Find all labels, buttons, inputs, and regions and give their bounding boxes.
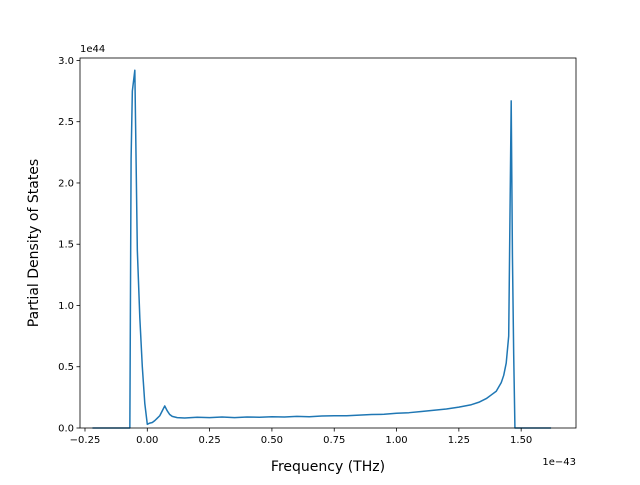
y-tick-label: 2.0 [58,178,74,189]
y-tick-label: 0.5 [58,362,74,373]
series-line-0 [92,69,552,429]
x-tick-label: 0.25 [198,435,220,446]
y-tick-label: 0.0 [58,424,74,435]
y-tick-label: 1.0 [58,301,74,312]
y-tick-label: 2.5 [58,117,74,128]
x-axis-label: Frequency (THz) [271,459,385,475]
x-tick-label: 1.00 [385,435,407,446]
y-axis-label: Partial Density of States [26,159,42,327]
x-tick-label: 1.50 [510,435,532,446]
x-axis-offset-label: 1e−43 [542,457,576,468]
y-tick-label: 1.5 [58,240,74,251]
x-tick-label: −0.25 [70,435,101,446]
x-tick-label: 1.25 [448,435,470,446]
x-tick-label: 0.00 [136,435,158,446]
y-axis-ticks: 0.0 0.5 1.0 1.5 2.0 2.5 3.0 [58,56,80,435]
x-tick-label: 0.50 [261,435,283,446]
x-axis-ticks: −0.25 0.00 0.25 0.50 0.75 1.00 1.25 1.50 [70,428,532,446]
x-tick-label: 0.75 [323,435,345,446]
plot-frame [79,57,577,429]
y-axis-offset-label: 1e44 [80,44,105,55]
plot-line-group [92,69,552,429]
y-tick-label: 3.0 [58,56,74,67]
